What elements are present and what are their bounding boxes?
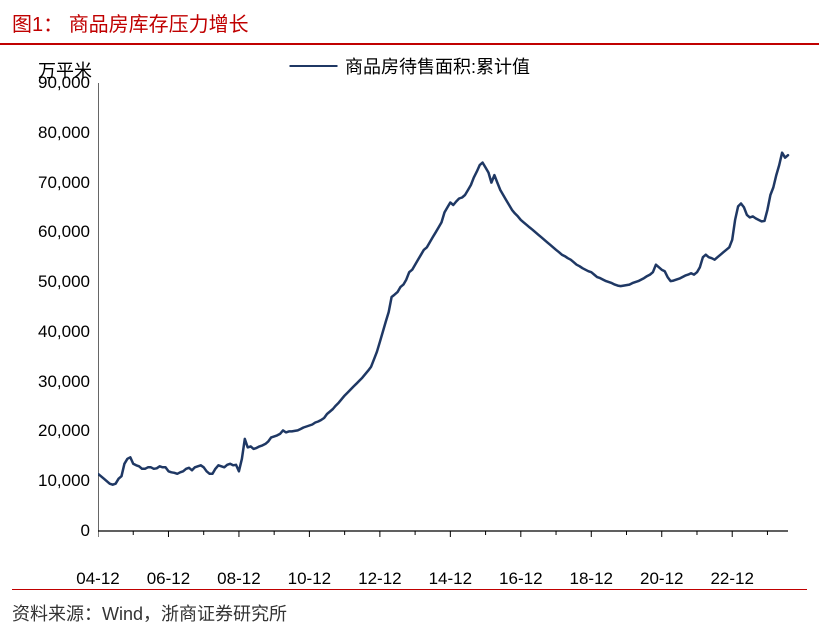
chart-svg (98, 83, 798, 561)
y-tick-label: 60,000 (30, 222, 90, 242)
y-tick-label: 80,000 (30, 123, 90, 143)
x-tick-label: 22-12 (710, 569, 753, 589)
y-tick-label: 20,000 (30, 421, 90, 441)
x-tick-label: 20-12 (640, 569, 683, 589)
y-tick-label: 0 (30, 521, 90, 541)
source-text: 资料来源：Wind，浙商证券研究所 (12, 589, 807, 626)
title-text: 商品房库存压力增长 (69, 14, 249, 36)
y-tick-label: 10,000 (30, 471, 90, 491)
x-tick-label: 16-12 (499, 569, 542, 589)
x-tick-label: 04-12 (76, 569, 119, 589)
y-tick-label: 30,000 (30, 372, 90, 392)
x-tick-label: 06-12 (147, 569, 190, 589)
legend-line-swatch (289, 65, 337, 68)
y-tick-label: 50,000 (30, 272, 90, 292)
x-tick-label: 12-12 (358, 569, 401, 589)
legend-label: 商品房待售面积:累计值 (345, 53, 530, 79)
y-tick-label: 90,000 (30, 73, 90, 93)
plot-area: 010,00020,00030,00040,00050,00060,00070,… (98, 83, 798, 561)
legend: 商品房待售面积:累计值 (289, 53, 530, 79)
y-tick-label: 70,000 (30, 173, 90, 193)
x-tick-label: 14-12 (429, 569, 472, 589)
figure-title: 图1： 商品房库存压力增长 (0, 0, 819, 45)
x-tick-label: 10-12 (288, 569, 331, 589)
chart-area: 万平米 商品房待售面积:累计值 010,00020,00030,00040,00… (0, 45, 819, 593)
title-prefix: 图1： (12, 14, 63, 36)
y-tick-label: 40,000 (30, 322, 90, 342)
x-tick-label: 18-12 (570, 569, 613, 589)
x-tick-label: 08-12 (217, 569, 260, 589)
